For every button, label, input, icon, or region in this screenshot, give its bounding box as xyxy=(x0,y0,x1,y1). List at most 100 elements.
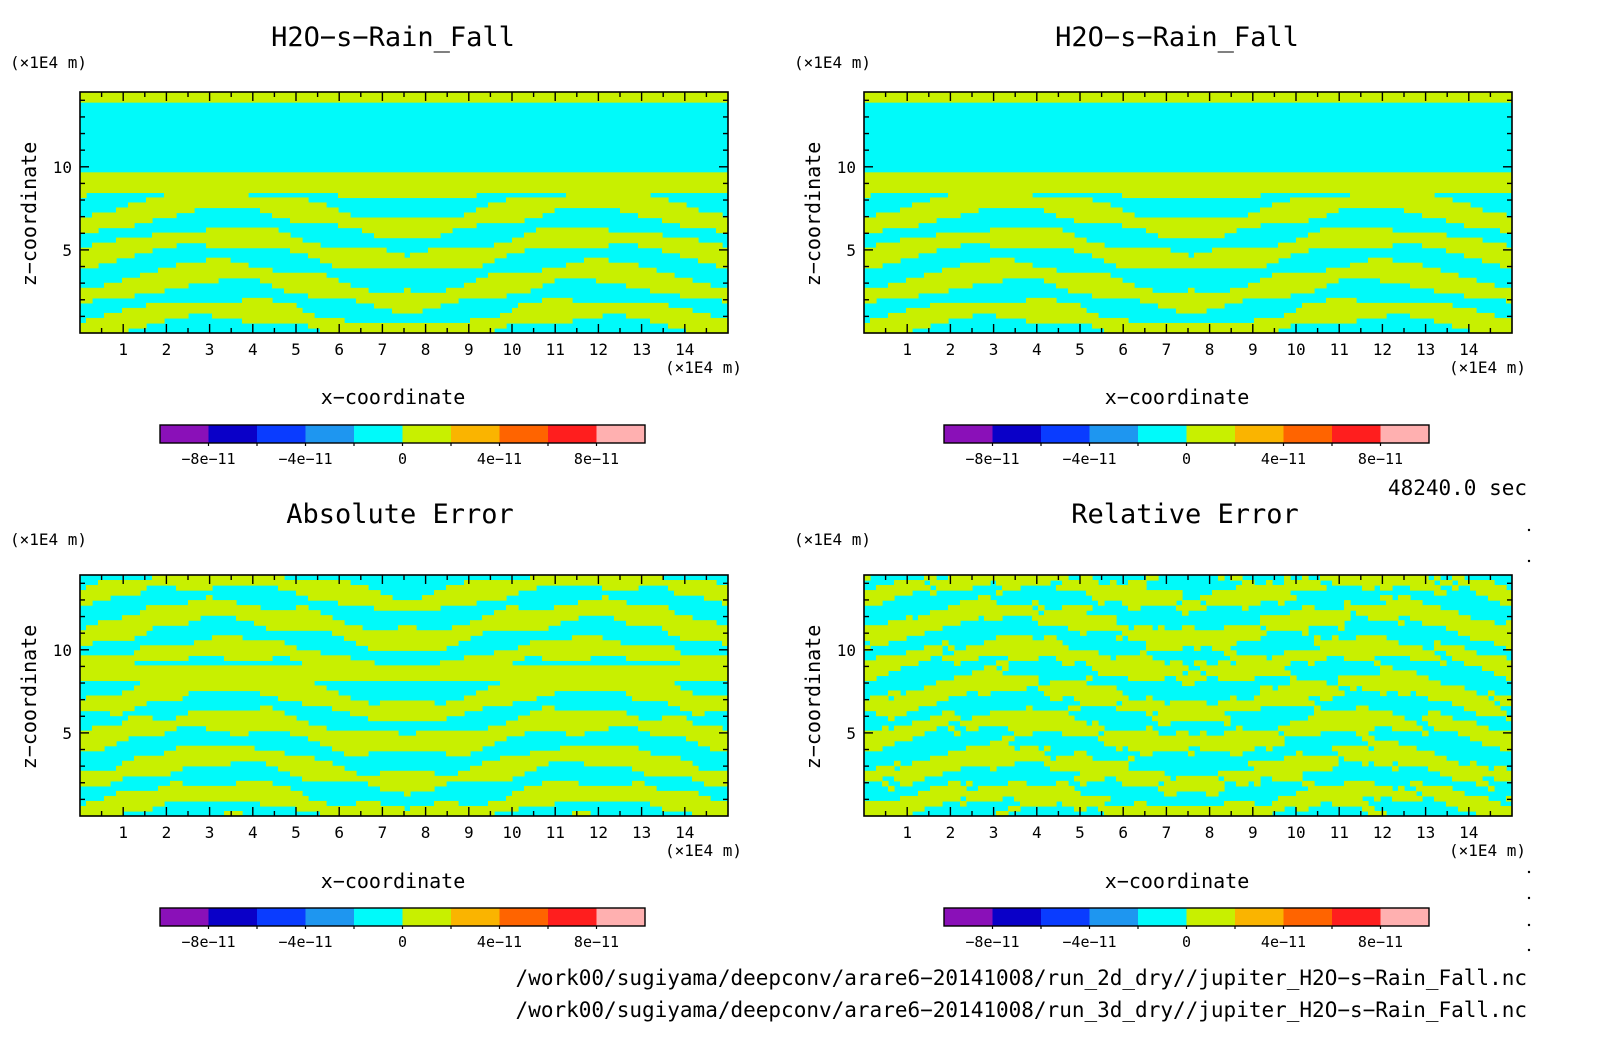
contour-region xyxy=(1140,750,1153,757)
contour-region xyxy=(626,690,693,697)
contour-region xyxy=(602,585,639,591)
contour-region xyxy=(900,765,961,772)
contour-region xyxy=(1080,575,1093,581)
contour-region xyxy=(1344,755,1447,762)
contour-region xyxy=(948,780,961,787)
contour-region xyxy=(236,780,273,787)
contour-region xyxy=(80,262,99,269)
contour-region xyxy=(1398,620,1405,626)
contour-region xyxy=(374,232,441,239)
contour-region xyxy=(1146,575,1159,581)
contour-region xyxy=(272,212,351,219)
contour-region xyxy=(254,620,345,626)
contour-region xyxy=(864,287,949,294)
colorbar-label: 0 xyxy=(1182,933,1191,951)
contour-region xyxy=(80,297,93,304)
contour-region xyxy=(954,675,1039,682)
contour-region xyxy=(1452,655,1507,661)
contour-region xyxy=(470,620,561,626)
contour-region xyxy=(1452,775,1483,782)
contour-region xyxy=(1098,600,1105,606)
contour-region xyxy=(1470,735,1513,742)
x-tick-label: 5 xyxy=(1075,823,1085,842)
contour-region xyxy=(530,575,663,581)
contour-region xyxy=(1314,705,1321,712)
contour-region xyxy=(1338,750,1435,757)
contour-region xyxy=(1008,655,1039,661)
contour-region xyxy=(176,262,249,269)
contour-region xyxy=(1470,760,1477,767)
contour-region xyxy=(428,247,525,254)
contour-region xyxy=(870,640,889,646)
colorbar-label: −8e−11 xyxy=(181,933,235,951)
contour-region xyxy=(864,700,937,707)
contour-region xyxy=(710,745,729,752)
contour-region xyxy=(530,640,621,646)
contour-region xyxy=(500,312,603,319)
contour-region xyxy=(80,322,147,329)
contour-region xyxy=(332,705,483,712)
contour-region xyxy=(1176,675,1207,682)
contour-region xyxy=(614,615,693,621)
contour-region xyxy=(1128,745,1189,752)
contour-region xyxy=(1206,670,1291,677)
contour-region xyxy=(1494,765,1507,772)
contour-region xyxy=(864,635,907,641)
contour-region xyxy=(1104,327,1279,334)
contour-region xyxy=(284,287,369,294)
contour-region xyxy=(1236,585,1327,591)
x-tick-label: 6 xyxy=(334,823,344,842)
contour-region xyxy=(260,690,339,697)
contour-region xyxy=(924,685,1027,692)
contour-region xyxy=(918,615,979,621)
marker-dot xyxy=(1527,559,1531,563)
contour-region xyxy=(960,262,1033,269)
panel-bottom-right: Relative Error (×1E4 m) 1 2 3 4 5 6 7 8 9 10 11 12 1… xyxy=(794,499,1526,951)
contour-region xyxy=(1428,695,1489,702)
contour-region xyxy=(422,595,507,601)
x-tick-label: 1 xyxy=(118,340,128,359)
contour-region xyxy=(1230,695,1237,702)
contour-region xyxy=(122,615,201,621)
contour-region xyxy=(80,675,729,682)
colorbar-swatch xyxy=(1332,908,1381,926)
colorbar-swatch xyxy=(596,425,645,443)
contour-region xyxy=(404,287,411,294)
contour-region xyxy=(392,307,423,314)
contour-region xyxy=(864,675,877,682)
x-tick-label: 10 xyxy=(1286,823,1305,842)
contour-region xyxy=(356,297,459,304)
contour-region xyxy=(1320,227,1393,234)
contour-region xyxy=(320,740,495,747)
contour-region xyxy=(1362,805,1375,812)
contour-region xyxy=(930,590,937,596)
contour-region xyxy=(602,595,609,601)
contour-region xyxy=(1434,590,1447,596)
x-tick-label: 4 xyxy=(1032,823,1042,842)
contour-region xyxy=(338,192,477,199)
contour-region xyxy=(1344,600,1351,606)
contour-region xyxy=(566,730,585,737)
contour-region xyxy=(134,755,315,762)
contour-region xyxy=(80,770,171,777)
contour-region xyxy=(1506,645,1513,651)
contour-region xyxy=(1158,302,1225,309)
contour-region xyxy=(206,242,321,249)
contour-region xyxy=(146,197,309,204)
contour-region xyxy=(1362,685,1465,692)
contour-region xyxy=(1116,262,1267,269)
contour-region xyxy=(936,585,973,591)
contour-region xyxy=(242,317,345,324)
colorbar-label: 4e−11 xyxy=(477,933,522,951)
x-tick-label: 1 xyxy=(118,823,128,842)
contour-region xyxy=(1410,282,1495,289)
contour-region xyxy=(1104,730,1159,737)
colorbar-swatch xyxy=(160,908,209,926)
colorbar-swatch xyxy=(499,425,548,443)
contour-region xyxy=(990,710,1069,717)
contour-region xyxy=(1032,615,1117,621)
colorbar-swatch xyxy=(1138,908,1187,926)
contour-region xyxy=(368,645,447,651)
contour-region xyxy=(1086,590,1183,596)
